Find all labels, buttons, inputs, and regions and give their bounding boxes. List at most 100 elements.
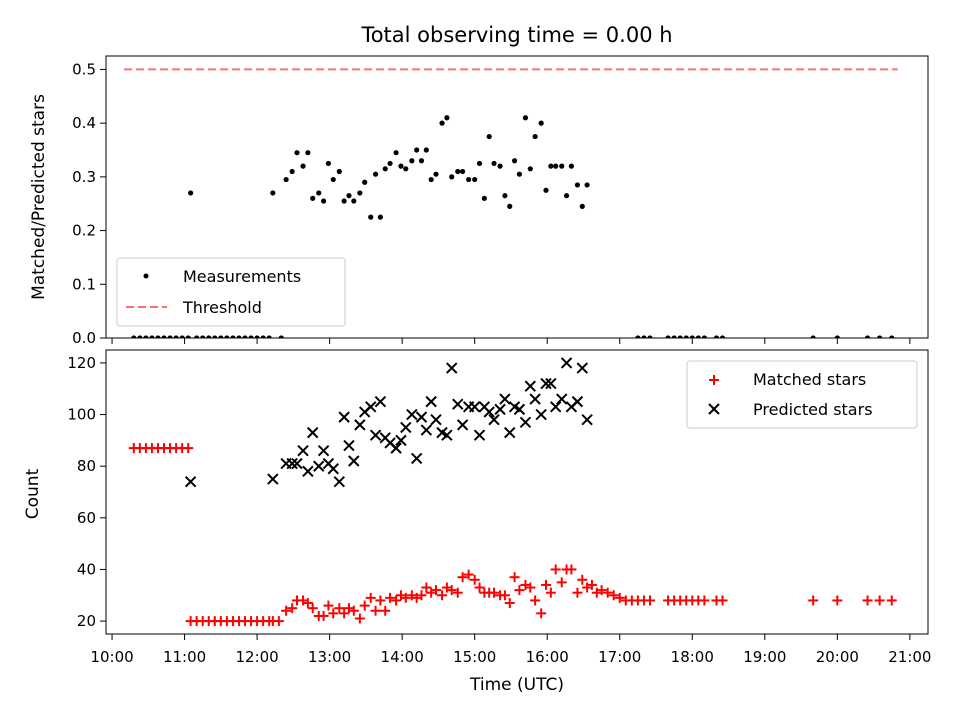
- measurement-point: [507, 203, 513, 209]
- predicted-stars-point: [430, 414, 442, 426]
- ratio-y-tick-label: 0.4: [72, 114, 96, 132]
- matched-stars-point: [446, 585, 457, 596]
- x-tick-label: 20:00: [816, 648, 859, 666]
- matched-stars-point: [808, 595, 819, 606]
- measurement-point: [701, 335, 707, 338]
- matched-stars-point: [421, 582, 432, 593]
- x-tick-label: 11:00: [163, 648, 206, 666]
- matched-stars-point: [463, 569, 474, 580]
- measurement-point: [486, 133, 492, 140]
- matched-stars-point: [545, 587, 556, 598]
- legend-measurements-marker: [143, 273, 149, 279]
- matched-stars-point: [832, 595, 843, 606]
- predicted-stars-point: [313, 460, 325, 472]
- matched-stars-point: [359, 600, 370, 611]
- measurement-point: [330, 176, 336, 183]
- ratio-y-tick-label: 0.3: [72, 168, 96, 186]
- measurement-point: [719, 335, 726, 338]
- measurement-point: [414, 147, 420, 153]
- predicted-stars-point: [452, 398, 464, 410]
- measurement-point: [161, 335, 167, 338]
- predicted-stars-point: [535, 408, 547, 421]
- measurement-point: [294, 150, 300, 156]
- predicted-stars-point: [556, 393, 568, 405]
- x-tick-label: 12:00: [235, 648, 278, 666]
- matched-stars-point: [614, 592, 625, 603]
- matched-stars-point: [489, 587, 500, 598]
- matched-stars-point: [514, 585, 525, 596]
- predicted-stars-point: [307, 426, 319, 439]
- count-y-tick-label: 120: [67, 354, 96, 372]
- matched-stars-point: [431, 585, 442, 596]
- predicted-stars-point: [302, 465, 314, 478]
- measurement-point: [449, 174, 455, 180]
- measurement-point: [584, 182, 590, 188]
- matched-stars-point: [699, 595, 710, 606]
- predicted-stars-point: [425, 395, 437, 408]
- matched-stars-point: [717, 595, 728, 606]
- predicted-stars-point: [473, 429, 486, 441]
- count-plot-frame: [105, 349, 929, 635]
- x-tick-label: 13:00: [308, 648, 351, 666]
- predicted-stars-point: [420, 424, 433, 436]
- measurement-point: [200, 335, 206, 338]
- x-tick-label: 21:00: [888, 648, 931, 666]
- predicted-stars-point: [483, 406, 495, 418]
- x-tick-label: 15:00: [453, 648, 496, 666]
- measurement-point: [393, 150, 399, 156]
- predicted-stars-point: [400, 421, 412, 434]
- measurement-point: [877, 335, 883, 338]
- measurement-point: [143, 335, 149, 338]
- measurement-point: [695, 335, 701, 338]
- matched-stars-point: [328, 608, 339, 619]
- predicted-stars-point: [184, 475, 197, 488]
- predicted-stars-point: [338, 411, 350, 423]
- matched-stars-point: [566, 564, 577, 575]
- count-y-tick-label: 80: [77, 457, 96, 475]
- matched-stars-point: [474, 582, 485, 593]
- measurement-point: [173, 335, 179, 338]
- measurement-point: [278, 335, 284, 338]
- predicted-stars-point: [468, 401, 481, 413]
- predicted-stars-point: [529, 393, 541, 405]
- measurement-point: [635, 335, 641, 338]
- measurement-point: [834, 335, 840, 338]
- predicted-stars-point: [297, 444, 309, 457]
- measurement-point: [460, 168, 466, 175]
- measurement-point: [137, 335, 143, 338]
- matched-stars-point: [385, 592, 396, 603]
- measurement-point: [283, 176, 289, 183]
- measurement-point: [254, 335, 260, 338]
- measurement-point: [230, 335, 236, 338]
- x-tick-label: 10:00: [90, 648, 133, 666]
- predicted-stars-point: [524, 380, 537, 392]
- measurement-point: [131, 335, 137, 338]
- matched-stars-point: [452, 587, 463, 598]
- measurement-point: [409, 158, 415, 164]
- count-y-tick-label: 100: [67, 406, 96, 424]
- matched-stars-point: [577, 574, 588, 585]
- predicted-stars-point: [519, 416, 532, 428]
- measurement-point: [206, 335, 212, 338]
- ratio-y-axis-label: Matched/Predicted stars: [29, 94, 49, 300]
- measurement-point: [372, 171, 379, 177]
- matched-stars-point: [348, 605, 359, 616]
- ratio-y-tick-label: 0.5: [72, 60, 96, 78]
- measurement-point: [476, 160, 483, 167]
- matched-stars-point: [541, 579, 552, 590]
- predicted-stars-point: [488, 414, 500, 426]
- predicted-stars-point: [354, 419, 366, 431]
- measurement-point: [466, 176, 472, 183]
- measurement-point: [502, 193, 508, 199]
- measurement-point: [362, 179, 368, 185]
- count-legend: Matched stars Predicted stars: [686, 360, 918, 429]
- measurement-point: [516, 171, 523, 177]
- matched-stars-point: [339, 608, 350, 619]
- x-tick-label: 18:00: [671, 648, 714, 666]
- measurement-point: [368, 214, 374, 220]
- measurement-point: [398, 163, 404, 169]
- chart-title: Total observing time = 0.00 h: [360, 23, 672, 47]
- predicted-stars-point: [390, 442, 402, 454]
- matched-stars-point: [469, 574, 480, 585]
